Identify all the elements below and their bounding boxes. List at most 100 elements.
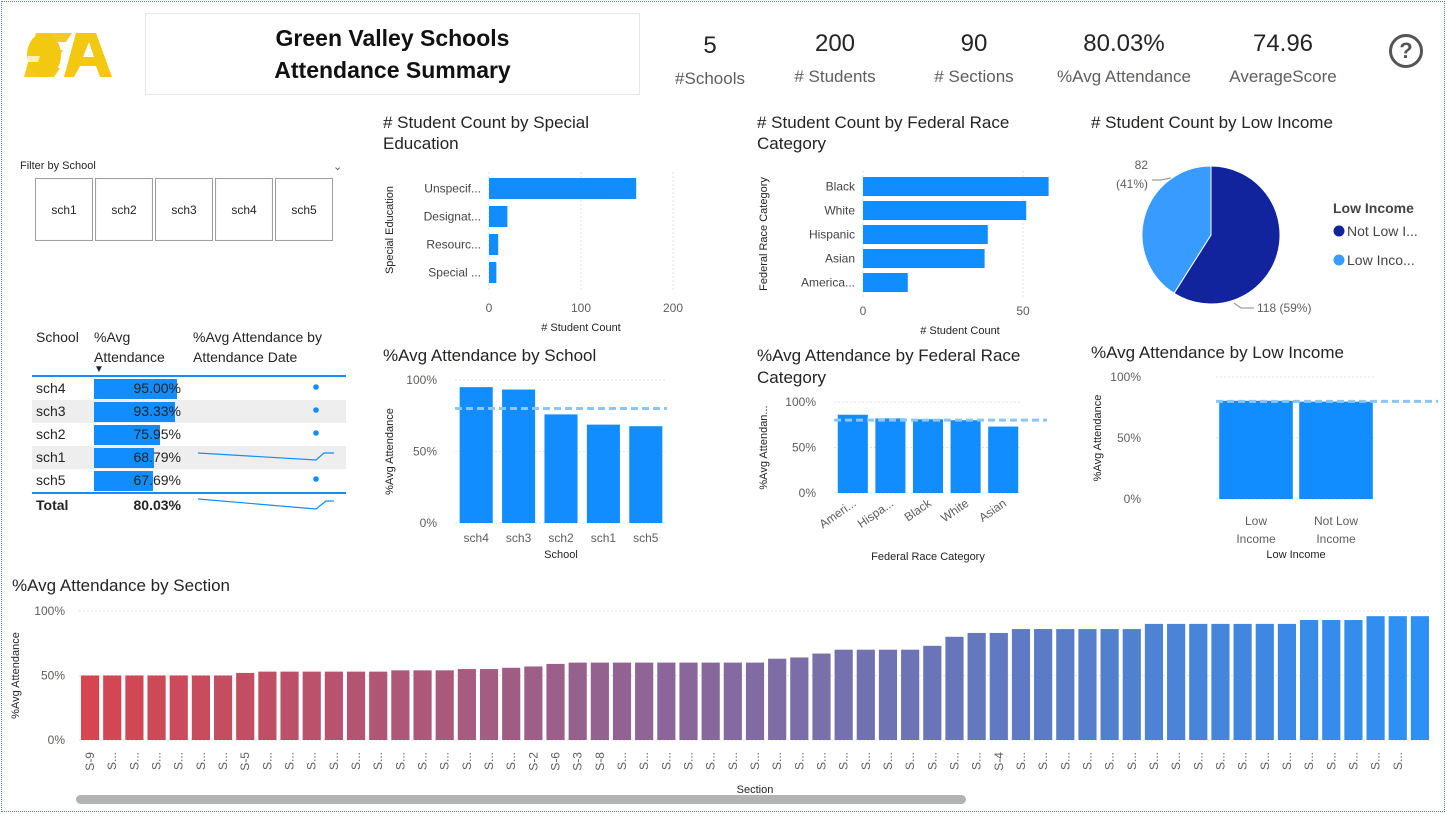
bar[interactable] — [1144, 623, 1164, 740]
bar[interactable] — [302, 671, 321, 740]
bar[interactable] — [875, 418, 906, 493]
bar[interactable] — [489, 206, 508, 227]
race-count-chart[interactable]: 0 50 Black White Hispanic Asian America... # St… — [752, 160, 1052, 340]
bar[interactable] — [863, 177, 1049, 196]
bar[interactable] — [1233, 623, 1252, 740]
low-income-pie-chart[interactable]: 118 (59%) 82 (41%) Low Income Not Low I... Lo… — [1086, 150, 1441, 330]
bar[interactable] — [1322, 620, 1341, 740]
bar[interactable] — [863, 225, 988, 244]
bar[interactable] — [1366, 616, 1385, 740]
slicer-option-sch4[interactable]: sch4 — [215, 178, 273, 241]
bar[interactable] — [524, 666, 543, 740]
help-icon[interactable]: ? — [1389, 34, 1423, 68]
bar[interactable] — [1100, 629, 1119, 740]
special-education-chart[interactable]: 0 100 200 Unspecif... Designat... Resourc... S… — [378, 160, 698, 340]
bar[interactable] — [945, 636, 964, 740]
attendance-by-section-chart[interactable]: 0% 50% 100% S-9 S... S... S... S... S... S... S-5 S… — [5, 595, 1442, 795]
pie-slice[interactable] — [1173, 165, 1281, 305]
attendance-by-school-chart[interactable]: 0% 50% 100% sch4 sch3 sch2 sch1 sch5 School %Avg … — [378, 368, 698, 568]
bar[interactable] — [657, 662, 676, 740]
bar[interactable] — [169, 675, 188, 741]
bar[interactable] — [236, 672, 255, 740]
bar[interactable] — [103, 675, 122, 741]
table-header-date-l2[interactable]: Attendance Date — [193, 349, 298, 365]
bar[interactable] — [863, 273, 908, 292]
bar[interactable] — [812, 653, 831, 740]
bar[interactable] — [768, 658, 787, 740]
table-header-avg-l2[interactable]: Attendance — [94, 349, 165, 365]
legend-label[interactable]: Low Inco... — [1347, 252, 1415, 268]
bar[interactable] — [790, 657, 809, 740]
table-row[interactable]: sch1 68.79% — [32, 446, 346, 470]
bar[interactable] — [1056, 629, 1075, 740]
bar[interactable] — [878, 649, 898, 740]
bar[interactable] — [346, 671, 366, 740]
bar[interactable] — [502, 389, 536, 523]
chevron-down-icon[interactable]: ⌄ — [333, 161, 343, 173]
table-row[interactable]: sch2 75.95% — [32, 423, 346, 447]
bar[interactable] — [1255, 623, 1274, 740]
bar[interactable] — [80, 675, 100, 741]
bar[interactable] — [324, 671, 343, 740]
bar[interactable] — [745, 662, 765, 740]
bar[interactable] — [147, 675, 166, 741]
bar[interactable] — [489, 262, 497, 283]
bar[interactable] — [1277, 623, 1297, 740]
bar[interactable] — [863, 201, 1027, 220]
bar[interactable] — [586, 424, 620, 523]
bar[interactable] — [568, 662, 587, 740]
bar[interactable] — [258, 671, 277, 740]
pie-slice[interactable] — [1141, 165, 1212, 294]
slicer-option-sch5[interactable]: sch5 — [275, 178, 333, 241]
bar[interactable] — [629, 426, 663, 523]
bar[interactable] — [912, 419, 944, 493]
bar[interactable] — [125, 675, 144, 741]
table-header-avg-l1[interactable]: %Avg — [94, 329, 131, 345]
table-row[interactable]: sch3 93.33% — [32, 400, 346, 424]
legend-marker[interactable] — [1333, 225, 1345, 237]
bar[interactable] — [544, 414, 578, 523]
bar[interactable] — [1299, 401, 1373, 499]
bar[interactable] — [1122, 629, 1141, 740]
bar[interactable] — [837, 414, 868, 493]
bar[interactable] — [989, 632, 1008, 740]
bar[interactable] — [612, 662, 632, 740]
bar[interactable] — [1344, 620, 1363, 740]
table-row[interactable]: sch4 95.00% — [32, 377, 346, 401]
bar[interactable] — [901, 649, 920, 740]
bar[interactable] — [1388, 616, 1407, 740]
attendance-by-race-chart[interactable]: 0% 50% 100% Ameri...Hispa... Black White Asian… — [752, 390, 1062, 568]
slicer-option-sch1[interactable]: sch1 — [35, 178, 93, 241]
bar[interactable] — [1189, 623, 1208, 740]
bar[interactable] — [280, 671, 299, 740]
bar[interactable] — [1410, 616, 1430, 740]
bar[interactable] — [834, 649, 853, 740]
bar[interactable] — [701, 662, 720, 740]
horizontal-scrollbar[interactable] — [76, 795, 966, 804]
bar[interactable] — [1211, 623, 1230, 740]
bar[interactable] — [459, 387, 493, 523]
bar[interactable] — [856, 649, 875, 740]
bar[interactable] — [923, 645, 942, 740]
bar[interactable] — [213, 675, 233, 741]
bar[interactable] — [967, 632, 986, 740]
slicer-option-sch3[interactable]: sch3 — [155, 178, 213, 241]
bar[interactable] — [1034, 629, 1053, 740]
bar[interactable] — [435, 670, 454, 740]
attendance-by-low-income-chart[interactable]: 0% 50% 100% Low Income Not Low Income Low Incom… — [1086, 364, 1441, 568]
legend-label[interactable]: Not Low I... — [1347, 223, 1418, 239]
bar[interactable] — [950, 420, 981, 493]
legend-marker[interactable] — [1333, 254, 1345, 266]
bar[interactable] — [1011, 629, 1031, 740]
bar[interactable] — [988, 426, 1019, 493]
table-header-school[interactable]: School — [36, 329, 79, 345]
bar[interactable] — [489, 234, 499, 255]
table-header-date-l1[interactable]: %Avg Attendance by — [193, 329, 322, 345]
bar[interactable] — [391, 670, 410, 740]
bar[interactable] — [679, 662, 698, 740]
bar[interactable] — [191, 675, 210, 741]
bar[interactable] — [546, 663, 565, 740]
bar[interactable] — [413, 670, 432, 740]
table-row[interactable]: sch5 67.69% — [32, 469, 346, 493]
bar[interactable] — [457, 669, 476, 740]
